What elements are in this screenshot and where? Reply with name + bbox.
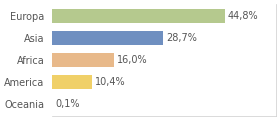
Text: 0,1%: 0,1% bbox=[55, 99, 80, 109]
Text: 44,8%: 44,8% bbox=[228, 11, 259, 21]
Bar bbox=[52, 31, 163, 45]
Text: 10,4%: 10,4% bbox=[95, 77, 126, 87]
Bar bbox=[52, 75, 92, 89]
Text: 28,7%: 28,7% bbox=[166, 33, 197, 43]
Bar bbox=[52, 53, 114, 67]
Text: 16,0%: 16,0% bbox=[117, 55, 148, 65]
Bar bbox=[52, 9, 225, 23]
